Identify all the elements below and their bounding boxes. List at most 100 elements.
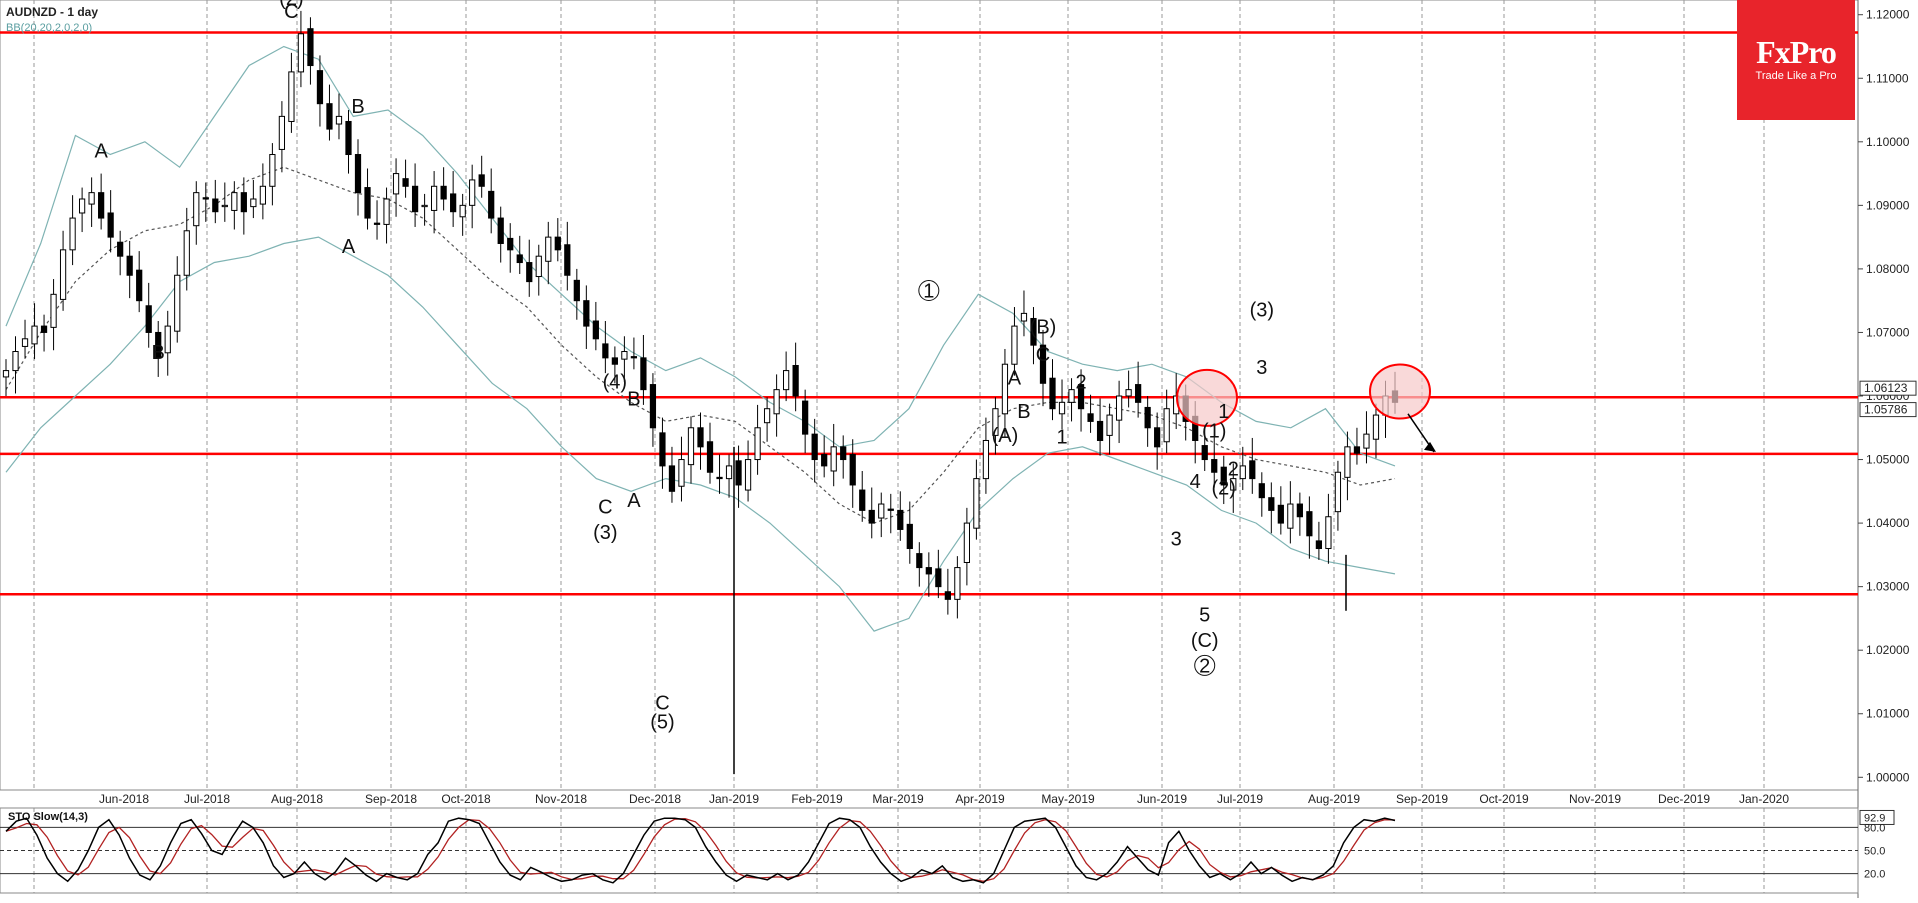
candle-body (1211, 459, 1218, 473)
candle-body (811, 433, 818, 461)
candle-body (668, 465, 676, 492)
candle-body (316, 70, 324, 105)
candle-body (535, 255, 542, 278)
stochastic-k-line (5, 817, 1396, 884)
wave-label-circle (918, 280, 940, 301)
candle-body (735, 460, 742, 486)
candle-body (193, 192, 200, 227)
candle-body (763, 408, 771, 424)
y-tick-label: 1.10000 (1866, 135, 1910, 149)
candle-body (1068, 389, 1075, 403)
wave-label: (C) (1191, 630, 1219, 652)
candle-body (459, 204, 466, 218)
wave-label: B (1017, 401, 1030, 423)
candle-body (1077, 384, 1085, 410)
candle-body (269, 154, 276, 187)
wave-label: (2) (1212, 478, 1236, 500)
candle-body (78, 198, 86, 214)
candle-body (40, 325, 48, 333)
candle-body (592, 320, 599, 340)
candle-body (773, 389, 780, 415)
wave-label: 3 (1256, 357, 1267, 379)
candle-body (2, 370, 10, 378)
candle-body (878, 503, 885, 519)
y-tick-label: 1.02000 (1866, 643, 1910, 657)
candle-body (1344, 446, 1351, 478)
wave-label: C (1036, 344, 1050, 366)
candle-body (802, 400, 809, 435)
wave-label: A (627, 490, 641, 512)
wave-label: 2 (1228, 458, 1239, 480)
candle-body (1249, 460, 1256, 480)
candle-body (202, 197, 209, 200)
candle-body (278, 115, 286, 150)
candle-body (488, 190, 495, 219)
candle-body (906, 523, 913, 550)
second-price-tag: 1.05786 (1864, 403, 1908, 417)
candle-body (117, 241, 124, 257)
candle-body (411, 185, 419, 213)
candle-body (678, 459, 685, 487)
y-tick-label: 1.05000 (1866, 453, 1910, 467)
candle-body (659, 432, 666, 467)
wave-label: (5) (650, 711, 674, 733)
y-tick-label: 1.12000 (1866, 8, 1910, 22)
wave-label: 2 (1075, 371, 1086, 393)
candle-body (640, 357, 647, 391)
x-tick-label: May-2019 (1041, 792, 1095, 806)
axes: Jun-2018 Jul-2018 Aug-2018 Sep-2018 Oct-2018… (99, 8, 1917, 806)
stochastic-d-line (5, 818, 1396, 882)
wave-label: 1 (1056, 427, 1067, 449)
candle-body (526, 262, 533, 283)
candle-body (611, 357, 618, 365)
candle-body (497, 217, 504, 244)
candle-body (1125, 389, 1132, 397)
highlight-circle (1369, 363, 1431, 420)
candle-body (725, 465, 733, 480)
wave-label: A (342, 236, 356, 258)
wave-label: B (152, 342, 165, 364)
candle-body (887, 508, 894, 511)
stochastic-tick-label: 50.0 (1864, 846, 1885, 858)
candle-body (1039, 344, 1047, 384)
candle-body (716, 476, 723, 480)
candle-body (754, 427, 761, 461)
candle-body (830, 446, 837, 472)
candle-body (1135, 384, 1142, 403)
candle-body (259, 185, 266, 205)
y-tick-label: 1.07000 (1866, 325, 1910, 339)
candle-body (364, 187, 371, 219)
candle-body (859, 489, 866, 511)
candle-body (963, 522, 970, 563)
wave-label-circle (1194, 654, 1216, 676)
stochastic-label: STO Slow(14,3) (8, 811, 88, 823)
y-tick-label: 1.01000 (1866, 707, 1910, 721)
wave-label: (A) (992, 425, 1019, 447)
current-price-tag: 1.06123 (1864, 381, 1908, 395)
candle-body (1020, 312, 1028, 322)
candle-body (697, 427, 704, 448)
candle-body (973, 478, 980, 529)
candle-body (1296, 503, 1303, 518)
candle-body (982, 439, 990, 480)
x-tick-label: Dec-2018 (629, 792, 681, 806)
candle-body (1325, 516, 1332, 550)
candle-body (59, 249, 67, 300)
candle-body (954, 567, 961, 600)
candle-body (250, 198, 257, 208)
candle-body (1096, 420, 1104, 441)
logo-brand: FxPro (1756, 34, 1837, 70)
candle-body (345, 120, 352, 156)
candle-body (630, 356, 638, 359)
candle-body (897, 509, 904, 530)
highlight-circles (1176, 363, 1436, 453)
x-tick-label: Sep-2018 (365, 792, 417, 806)
candle-body (840, 446, 847, 461)
candle-body (1372, 414, 1380, 440)
wave-label: 2 (1199, 655, 1210, 677)
candle-body (98, 192, 105, 219)
candle-body (1144, 406, 1151, 429)
wave-label: A (94, 141, 108, 163)
x-tick-label: Jan-2020 (1739, 792, 1789, 806)
